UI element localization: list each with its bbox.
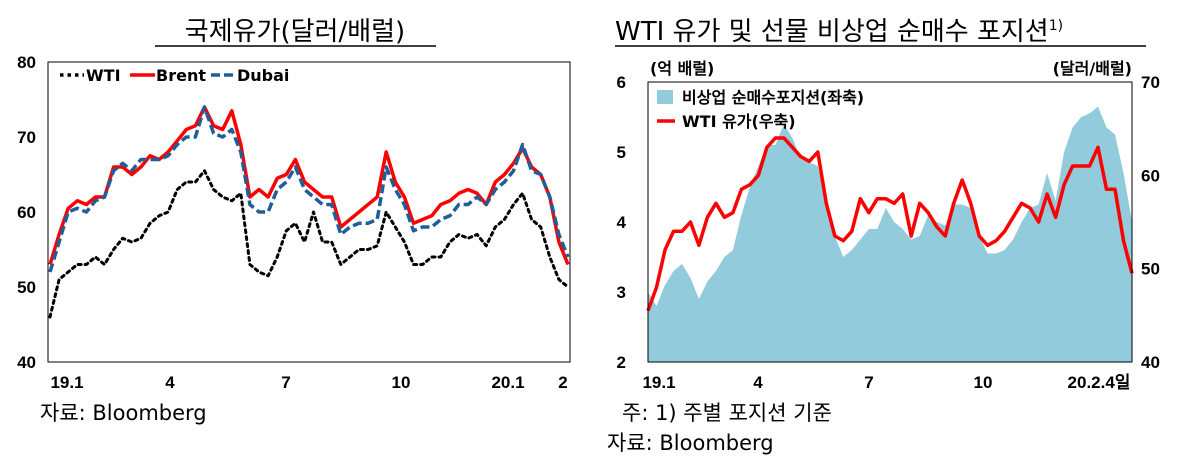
right-chart-right-y-tick-label: 40 xyxy=(1141,353,1160,372)
left-x-tick-label: 20.1 xyxy=(491,373,524,392)
right-chart-title: WTI 유가 및 선물 비상업 순매수 포지션1) xyxy=(615,17,1063,47)
right-chart-right-y-tick-label: 70 xyxy=(1141,73,1160,92)
right-chart-left-y-tick-label: 6 xyxy=(617,73,626,92)
right-chart-left-y-tick-label: 3 xyxy=(617,283,626,302)
left-x-tick-label: 2 xyxy=(558,373,567,392)
right-chart-left-y-tick-label: 5 xyxy=(617,143,626,162)
series-line-wti xyxy=(48,169,570,319)
series-area-net-long-position xyxy=(648,106,1132,362)
left-y-tick-label: 70 xyxy=(17,128,36,147)
left-y-tick-label: 50 xyxy=(17,278,36,297)
right-x-tick-label: 20.2.4일 xyxy=(1068,373,1131,392)
right-x-tick-label: 4 xyxy=(753,373,763,392)
right-chart-right-y-tick-label: 60 xyxy=(1141,166,1160,185)
legend-wti-price-label: WTI 유가(우축) xyxy=(682,112,796,131)
series-line-dubai xyxy=(48,105,570,273)
left-y-tick-label: 80 xyxy=(17,53,36,72)
right-title-note: 1) xyxy=(1049,18,1063,34)
left-x-tick-label: 10 xyxy=(392,373,411,392)
left-x-axis: 19.1 4 7 10 20.1 2 xyxy=(50,373,567,392)
legend-brent-label: Brent xyxy=(156,66,206,85)
left-chart: 국제유가(달러/배럴) 80 70 60 50 40 19.1 4 7 10 20.1 2 WTI… xyxy=(17,17,571,425)
left-x-tick-label: 4 xyxy=(165,373,175,392)
right-plot-frame xyxy=(647,81,1133,363)
right-x-tick-label: 10 xyxy=(974,373,993,392)
right-x-tick-label: 7 xyxy=(864,373,873,392)
left-series-group xyxy=(48,105,570,319)
right-legend: 비상업 순매수포지션(좌축) WTI 유가(우축) xyxy=(657,88,864,131)
left-chart-title: 국제유가(달러/배럴) xyxy=(185,17,405,47)
right-x-tick-label: 19.1 xyxy=(642,373,675,392)
series-line-wti-price xyxy=(646,136,1134,312)
legend-position-label: 비상업 순매수포지션(좌축) xyxy=(682,88,864,107)
right-x-axis: 19.1 4 7 10 20.2.4일 xyxy=(642,373,1130,392)
left-legend: WTI Brent Dubai xyxy=(60,66,289,85)
left-x-tick-label: 19.1 xyxy=(50,373,83,392)
left-y-axis: 80 70 60 50 40 xyxy=(17,53,36,372)
left-x-tick-label: 7 xyxy=(281,373,290,392)
left-axis-unit: (억 배럴) xyxy=(650,59,714,78)
left-y-tick-label: 40 xyxy=(17,353,36,372)
right-axis-unit: (달러/배럴) xyxy=(1053,59,1132,78)
left-y-tick-label: 60 xyxy=(17,203,36,222)
right-title-text: WTI 유가 및 선물 비상업 순매수 포지션 xyxy=(615,17,1049,47)
right-series-group xyxy=(646,106,1134,362)
right-chart-right-y-tick-label: 50 xyxy=(1141,260,1160,279)
right-y-axes: 6 5 4 3 2 70 60 50 40 xyxy=(617,73,1160,372)
left-source: 자료: Bloomberg xyxy=(40,401,207,425)
right-chart-left-y-tick-label: 4 xyxy=(617,213,627,232)
right-source: 자료: Bloomberg xyxy=(607,431,774,455)
legend-wti-label: WTI xyxy=(86,66,121,85)
legend-position-swatch xyxy=(657,90,673,104)
right-chart: WTI 유가 및 선물 비상업 순매수 포지션1) (억 배럴) (달러/배럴)… xyxy=(607,17,1160,455)
right-note: 주: 1) 주별 포지션 기준 xyxy=(622,401,832,425)
left-plot-area xyxy=(47,61,571,363)
right-chart-left-y-tick-label: 2 xyxy=(617,353,626,372)
legend-dubai-label: Dubai xyxy=(237,66,289,85)
